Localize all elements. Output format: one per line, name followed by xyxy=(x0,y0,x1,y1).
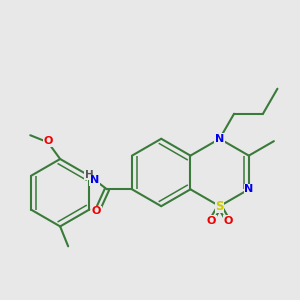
Text: H: H xyxy=(85,169,94,180)
Text: N: N xyxy=(244,184,254,194)
Text: S: S xyxy=(215,200,224,213)
Text: N: N xyxy=(215,134,224,144)
Text: O: O xyxy=(92,206,101,217)
Text: O: O xyxy=(207,216,216,226)
Text: N: N xyxy=(90,175,99,185)
Text: O: O xyxy=(43,136,52,146)
Text: O: O xyxy=(223,216,233,226)
